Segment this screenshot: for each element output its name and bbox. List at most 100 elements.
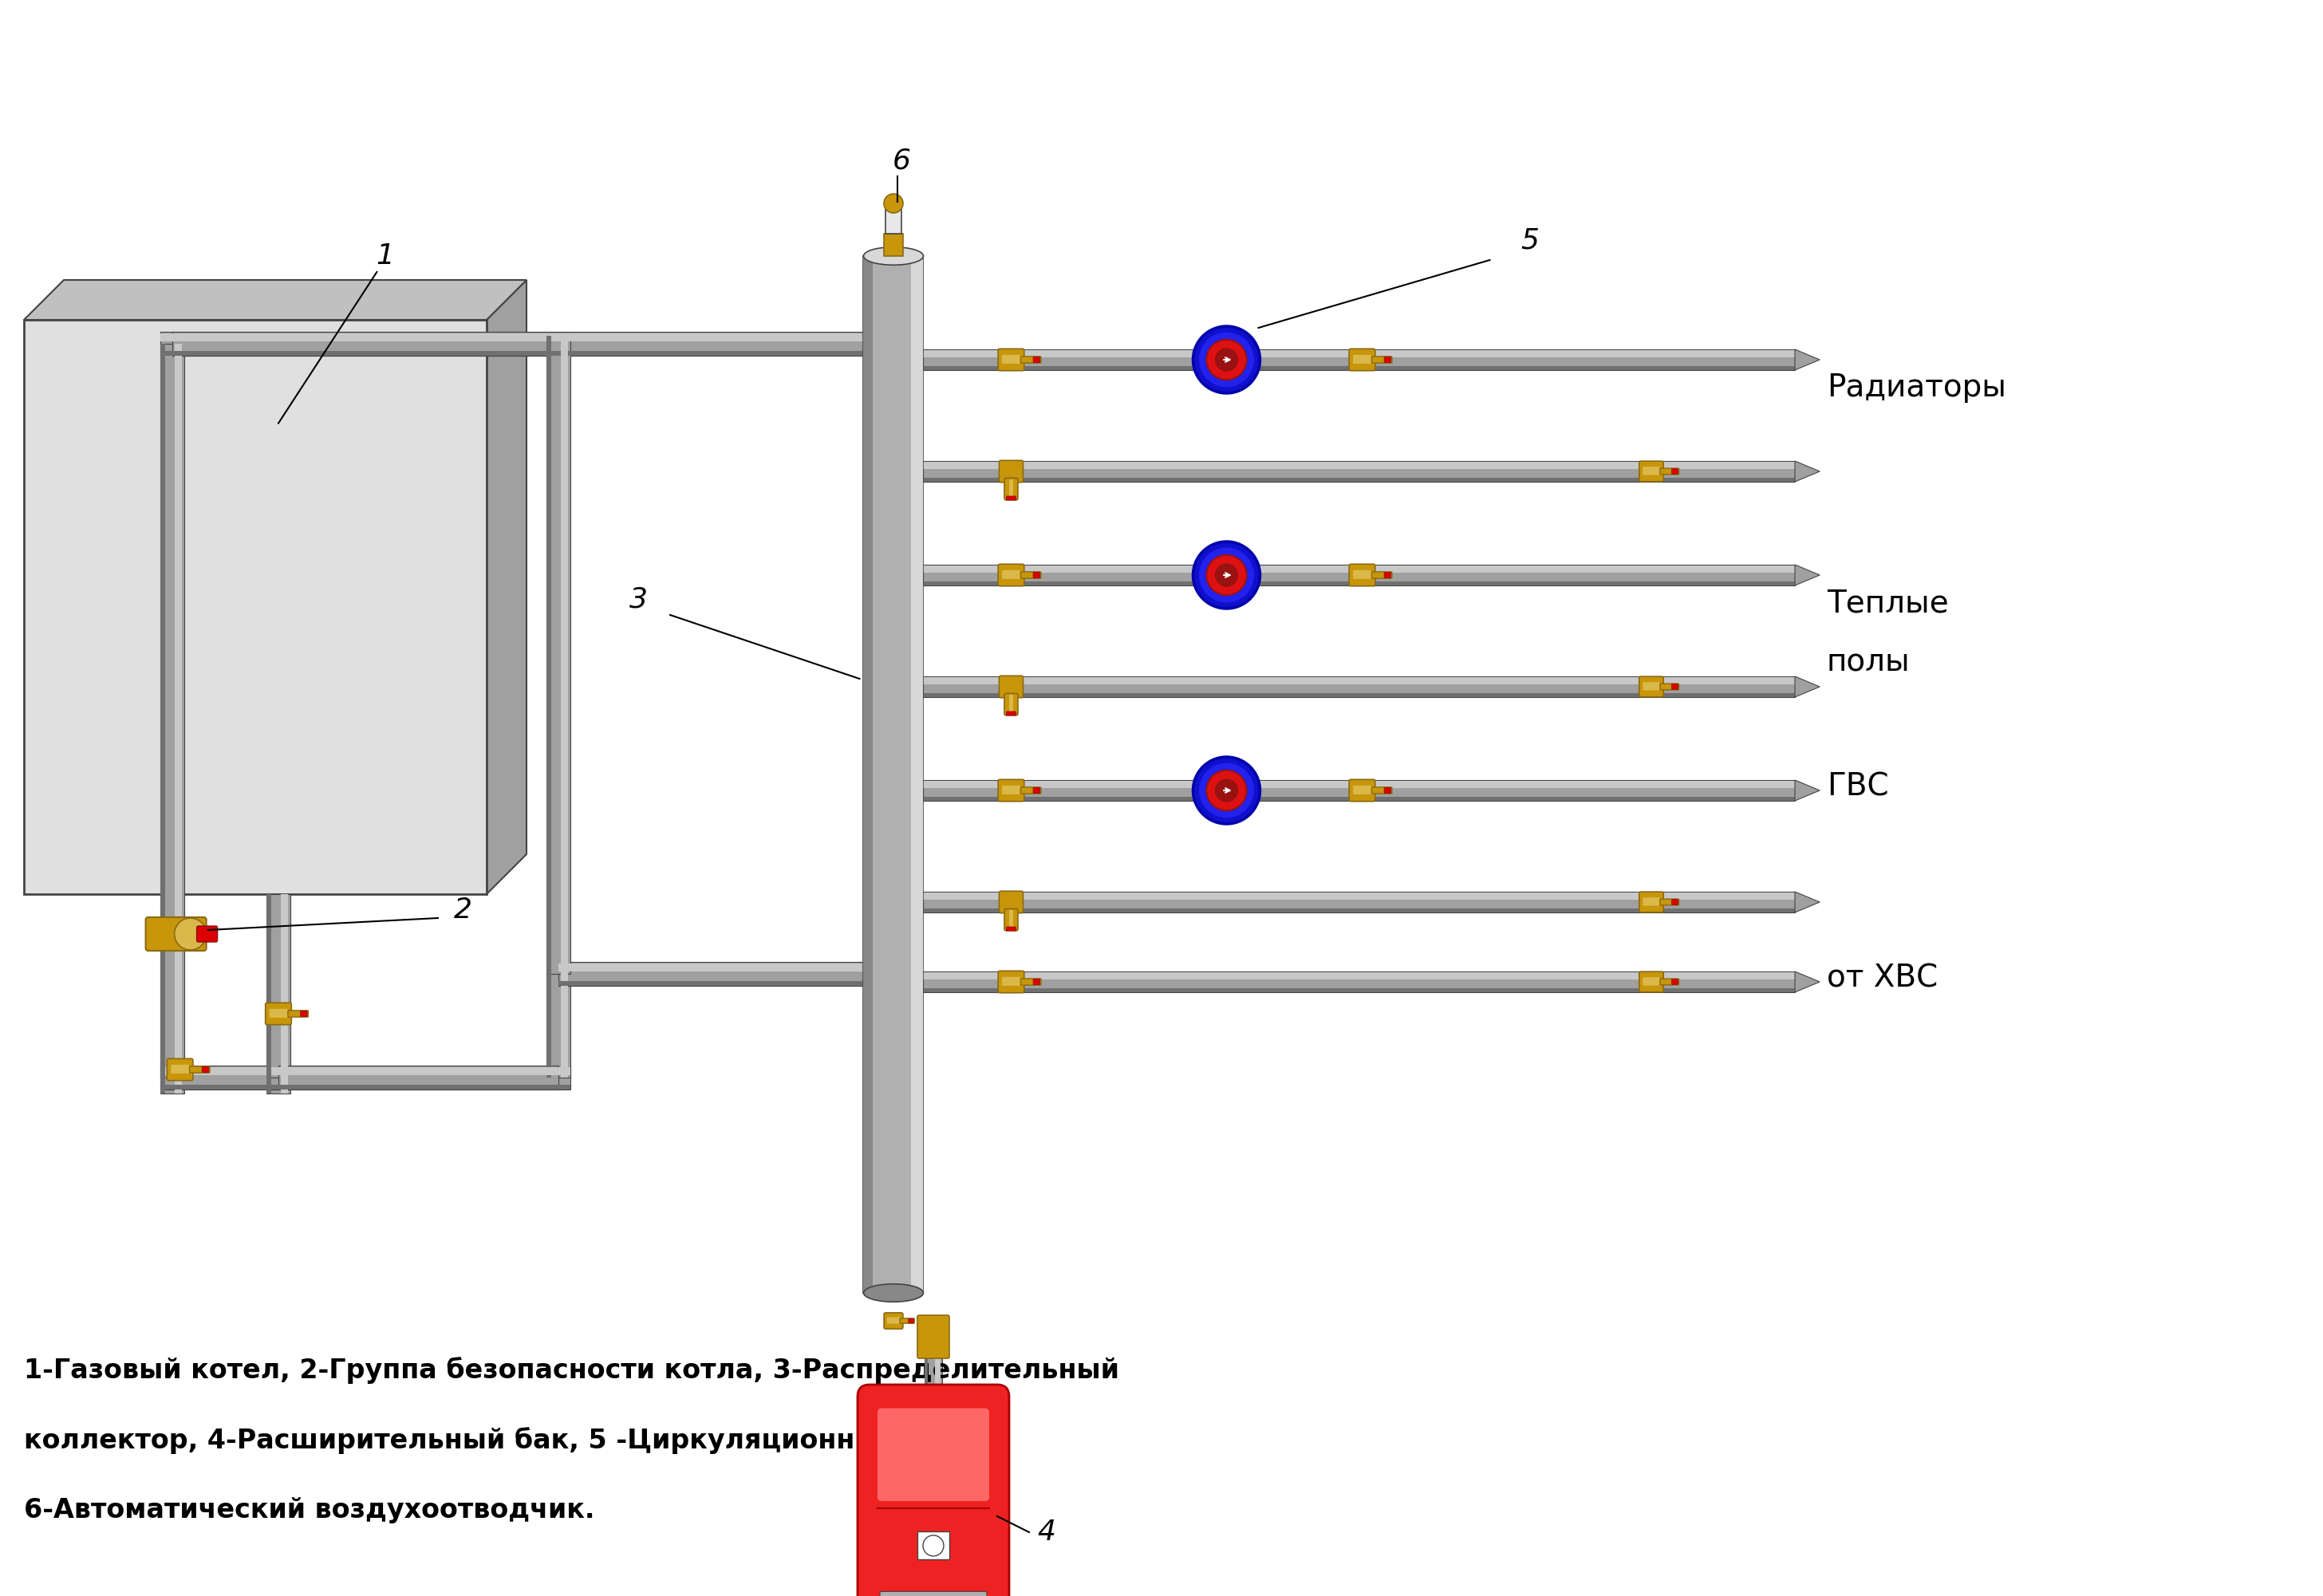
FancyBboxPatch shape [918, 1532, 950, 1559]
Polygon shape [1796, 677, 1819, 697]
FancyBboxPatch shape [1371, 356, 1391, 362]
Circle shape [1194, 541, 1259, 608]
FancyBboxPatch shape [300, 1010, 307, 1017]
FancyBboxPatch shape [160, 894, 184, 1093]
Circle shape [1215, 348, 1238, 372]
Polygon shape [1796, 892, 1819, 913]
FancyBboxPatch shape [1034, 358, 1041, 362]
FancyBboxPatch shape [899, 1318, 915, 1323]
FancyBboxPatch shape [172, 332, 864, 356]
Circle shape [1206, 771, 1247, 811]
FancyBboxPatch shape [1385, 358, 1391, 362]
FancyBboxPatch shape [1001, 354, 1020, 364]
FancyBboxPatch shape [999, 970, 1024, 993]
FancyBboxPatch shape [174, 343, 181, 1077]
FancyBboxPatch shape [160, 332, 571, 356]
Circle shape [1199, 332, 1254, 388]
FancyBboxPatch shape [918, 1315, 950, 1358]
Ellipse shape [864, 1283, 922, 1302]
FancyBboxPatch shape [160, 343, 165, 1077]
FancyBboxPatch shape [1020, 978, 1041, 985]
FancyBboxPatch shape [922, 796, 1796, 801]
FancyBboxPatch shape [1640, 461, 1663, 482]
FancyBboxPatch shape [1020, 571, 1041, 578]
FancyBboxPatch shape [267, 894, 272, 1077]
FancyBboxPatch shape [1640, 677, 1663, 697]
FancyBboxPatch shape [922, 988, 1796, 993]
FancyBboxPatch shape [279, 1066, 558, 1076]
FancyBboxPatch shape [1011, 694, 1013, 713]
FancyBboxPatch shape [922, 581, 1796, 586]
FancyBboxPatch shape [1640, 972, 1663, 993]
FancyBboxPatch shape [1661, 683, 1680, 689]
FancyBboxPatch shape [190, 1066, 209, 1073]
FancyBboxPatch shape [922, 892, 1796, 900]
FancyBboxPatch shape [922, 693, 1796, 697]
FancyBboxPatch shape [1004, 693, 1017, 715]
FancyBboxPatch shape [883, 233, 904, 255]
Circle shape [1206, 555, 1247, 595]
Circle shape [1194, 757, 1259, 824]
Circle shape [1194, 326, 1259, 393]
Circle shape [174, 918, 207, 950]
FancyBboxPatch shape [1385, 787, 1391, 793]
FancyBboxPatch shape [1661, 468, 1680, 474]
FancyBboxPatch shape [269, 1009, 288, 1018]
FancyBboxPatch shape [885, 1314, 904, 1329]
FancyBboxPatch shape [908, 1318, 913, 1323]
FancyBboxPatch shape [1640, 892, 1663, 913]
FancyBboxPatch shape [922, 677, 1796, 697]
FancyBboxPatch shape [1642, 681, 1659, 691]
FancyBboxPatch shape [1352, 570, 1371, 579]
FancyBboxPatch shape [267, 894, 290, 1077]
FancyBboxPatch shape [160, 1066, 571, 1076]
FancyBboxPatch shape [922, 565, 1796, 586]
FancyBboxPatch shape [265, 1002, 290, 1025]
Circle shape [1215, 563, 1238, 587]
FancyBboxPatch shape [1673, 978, 1677, 985]
Polygon shape [23, 279, 527, 319]
FancyBboxPatch shape [160, 894, 165, 1093]
FancyBboxPatch shape [281, 894, 288, 1093]
FancyBboxPatch shape [267, 894, 290, 1093]
FancyBboxPatch shape [1011, 910, 1013, 929]
FancyBboxPatch shape [546, 970, 551, 1077]
FancyBboxPatch shape [160, 1066, 571, 1090]
Polygon shape [1796, 565, 1819, 586]
FancyBboxPatch shape [922, 350, 1796, 370]
FancyBboxPatch shape [1006, 496, 1015, 500]
FancyBboxPatch shape [922, 972, 1796, 980]
FancyBboxPatch shape [999, 350, 1024, 370]
FancyBboxPatch shape [560, 335, 569, 974]
Text: 3: 3 [630, 586, 648, 613]
FancyBboxPatch shape [936, 1357, 941, 1596]
FancyBboxPatch shape [999, 563, 1024, 586]
FancyBboxPatch shape [546, 335, 551, 974]
FancyBboxPatch shape [1020, 356, 1041, 362]
FancyBboxPatch shape [172, 351, 864, 356]
FancyBboxPatch shape [1350, 563, 1375, 586]
FancyBboxPatch shape [857, 1385, 1008, 1596]
FancyBboxPatch shape [1034, 978, 1041, 985]
FancyBboxPatch shape [167, 1058, 193, 1080]
Text: коллектор, 4-Расширительный бак, 5 -Циркуляционный насос,: коллектор, 4-Расширительный бак, 5 -Цирк… [23, 1427, 1004, 1454]
FancyBboxPatch shape [1004, 908, 1017, 930]
FancyBboxPatch shape [925, 1357, 929, 1596]
FancyBboxPatch shape [999, 675, 1022, 697]
FancyBboxPatch shape [146, 918, 207, 951]
Text: 6-Автоматический воздухоотводчик.: 6-Автоматический воздухоотводчик. [23, 1497, 595, 1524]
FancyBboxPatch shape [999, 461, 1022, 482]
FancyBboxPatch shape [911, 255, 922, 1293]
FancyBboxPatch shape [1673, 900, 1677, 905]
Polygon shape [1796, 461, 1819, 482]
FancyBboxPatch shape [1642, 977, 1659, 985]
FancyBboxPatch shape [1034, 573, 1041, 578]
FancyBboxPatch shape [23, 319, 486, 894]
FancyBboxPatch shape [279, 1085, 558, 1090]
FancyBboxPatch shape [1673, 685, 1677, 689]
FancyBboxPatch shape [1661, 899, 1680, 905]
FancyBboxPatch shape [546, 335, 571, 974]
FancyBboxPatch shape [1006, 712, 1015, 715]
FancyBboxPatch shape [197, 926, 218, 942]
FancyBboxPatch shape [546, 970, 571, 1077]
